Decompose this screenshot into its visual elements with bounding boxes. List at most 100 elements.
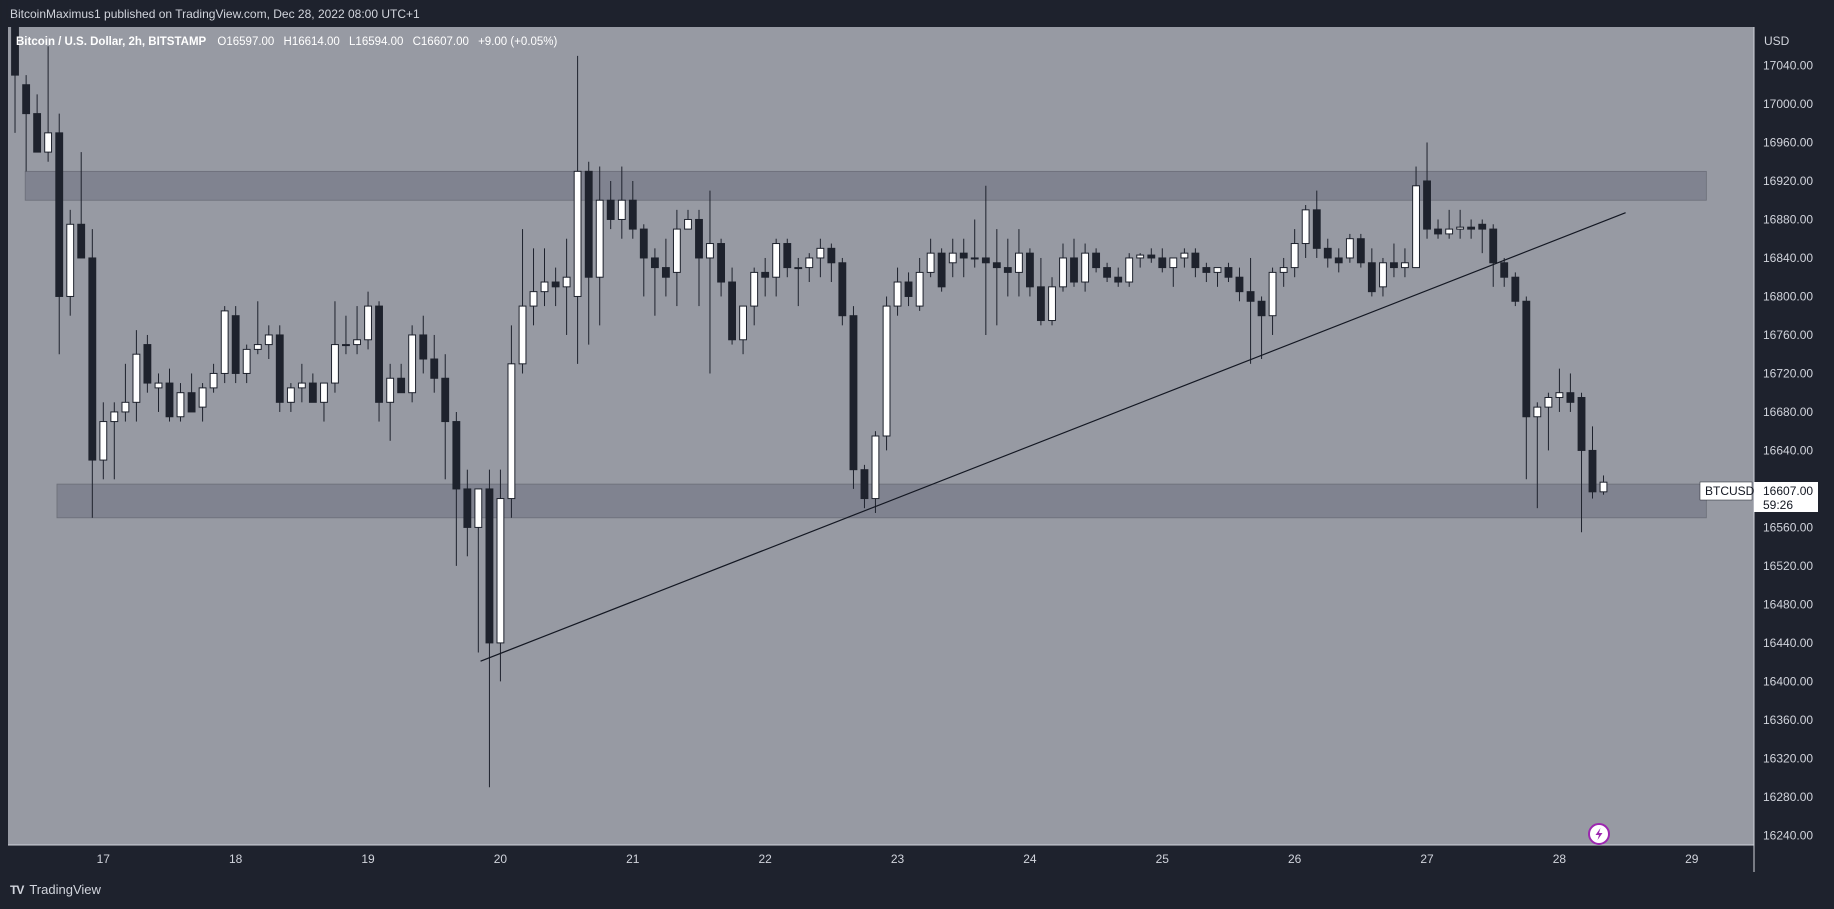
candle[interactable] bbox=[871, 431, 880, 513]
candle[interactable] bbox=[1103, 262, 1112, 283]
candle[interactable] bbox=[1467, 219, 1476, 239]
candle[interactable] bbox=[220, 306, 229, 384]
candle[interactable] bbox=[1026, 248, 1034, 297]
candle[interactable] bbox=[1323, 238, 1332, 268]
candle[interactable] bbox=[628, 180, 637, 239]
candle[interactable] bbox=[783, 238, 792, 278]
candle[interactable] bbox=[154, 373, 163, 412]
candle[interactable] bbox=[165, 368, 174, 422]
candle[interactable] bbox=[22, 75, 31, 172]
candle[interactable] bbox=[893, 267, 902, 316]
candle[interactable] bbox=[1456, 209, 1465, 239]
candle[interactable] bbox=[364, 291, 372, 350]
candle[interactable] bbox=[1478, 219, 1487, 254]
candle[interactable] bbox=[1434, 219, 1442, 239]
candle[interactable] bbox=[430, 334, 439, 393]
candle[interactable] bbox=[198, 383, 207, 422]
candle[interactable] bbox=[55, 113, 64, 355]
candle[interactable] bbox=[231, 306, 240, 384]
candle[interactable] bbox=[860, 464, 869, 509]
candle[interactable] bbox=[242, 344, 251, 384]
candle[interactable] bbox=[1379, 257, 1387, 297]
candle[interactable] bbox=[816, 238, 825, 278]
candle[interactable] bbox=[1511, 272, 1520, 307]
candle[interactable] bbox=[452, 411, 461, 566]
candle[interactable] bbox=[1114, 267, 1123, 287]
candle[interactable] bbox=[1412, 166, 1420, 269]
candle[interactable] bbox=[981, 185, 990, 335]
candle[interactable] bbox=[937, 248, 946, 292]
candle[interactable] bbox=[1577, 392, 1586, 533]
candle[interactable] bbox=[496, 469, 505, 682]
candle[interactable] bbox=[1588, 426, 1597, 499]
candle[interactable] bbox=[1566, 373, 1575, 412]
candle[interactable] bbox=[915, 257, 924, 311]
candle[interactable] bbox=[408, 325, 417, 403]
candle[interactable] bbox=[176, 383, 185, 422]
candle[interactable] bbox=[1092, 248, 1101, 273]
candle[interactable] bbox=[926, 238, 935, 278]
candle[interactable] bbox=[1367, 248, 1376, 297]
candle[interactable] bbox=[99, 402, 108, 480]
candle[interactable] bbox=[1125, 253, 1134, 287]
candle[interactable] bbox=[739, 305, 747, 355]
candle[interactable] bbox=[308, 373, 317, 403]
candle[interactable] bbox=[1213, 267, 1222, 287]
plot-area[interactable] bbox=[8, 27, 1754, 845]
candle[interactable] bbox=[518, 229, 527, 374]
candle[interactable] bbox=[1235, 267, 1244, 302]
candle[interactable] bbox=[110, 402, 119, 480]
candle[interactable] bbox=[441, 354, 450, 480]
candle[interactable] bbox=[1070, 238, 1078, 287]
candle[interactable] bbox=[838, 257, 847, 326]
candle[interactable] bbox=[1246, 257, 1255, 364]
candle[interactable] bbox=[1290, 229, 1299, 278]
candle[interactable] bbox=[1423, 142, 1431, 239]
candle[interactable] bbox=[970, 219, 979, 268]
candle[interactable] bbox=[474, 488, 483, 653]
candle[interactable] bbox=[419, 315, 428, 374]
candle[interactable] bbox=[11, 17, 19, 133]
candle[interactable] bbox=[397, 363, 406, 394]
candle[interactable] bbox=[0, 0, 8, 47]
candle[interactable] bbox=[331, 301, 339, 393]
candle[interactable] bbox=[695, 209, 703, 307]
candle[interactable] bbox=[1224, 262, 1233, 283]
candle[interactable] bbox=[1599, 475, 1608, 495]
candle[interactable] bbox=[1489, 224, 1498, 287]
candle[interactable] bbox=[948, 238, 957, 278]
candle[interactable] bbox=[1312, 190, 1321, 258]
candle[interactable] bbox=[253, 301, 262, 355]
candle[interactable] bbox=[132, 330, 141, 422]
candle[interactable] bbox=[639, 224, 648, 297]
candle[interactable] bbox=[1345, 233, 1354, 263]
candle[interactable] bbox=[264, 325, 273, 360]
candle[interactable] bbox=[551, 267, 560, 307]
candle[interactable] bbox=[1048, 277, 1056, 326]
candle[interactable] bbox=[342, 315, 350, 355]
candle[interactable] bbox=[386, 363, 395, 441]
candle[interactable] bbox=[706, 190, 714, 374]
candle[interactable] bbox=[1136, 253, 1145, 268]
candle[interactable] bbox=[1268, 267, 1277, 335]
candle[interactable] bbox=[728, 267, 736, 345]
candle[interactable] bbox=[286, 383, 295, 412]
candle[interactable] bbox=[794, 257, 803, 307]
candle[interactable] bbox=[684, 209, 692, 230]
candle[interactable] bbox=[1147, 248, 1156, 263]
candle[interactable] bbox=[1169, 257, 1178, 287]
candle[interactable] bbox=[66, 209, 75, 316]
candle[interactable] bbox=[1401, 248, 1409, 278]
candle[interactable] bbox=[672, 209, 681, 307]
ascending-trendline[interactable] bbox=[480, 212, 1626, 662]
candle[interactable] bbox=[1301, 205, 1310, 258]
candle[interactable] bbox=[1158, 248, 1167, 273]
candle[interactable] bbox=[507, 325, 516, 518]
candle[interactable] bbox=[1522, 296, 1531, 480]
candle[interactable] bbox=[717, 238, 726, 297]
candle[interactable] bbox=[562, 238, 571, 335]
candle[interactable] bbox=[1334, 248, 1343, 273]
candle[interactable] bbox=[297, 363, 306, 403]
candle[interactable] bbox=[1356, 233, 1365, 268]
